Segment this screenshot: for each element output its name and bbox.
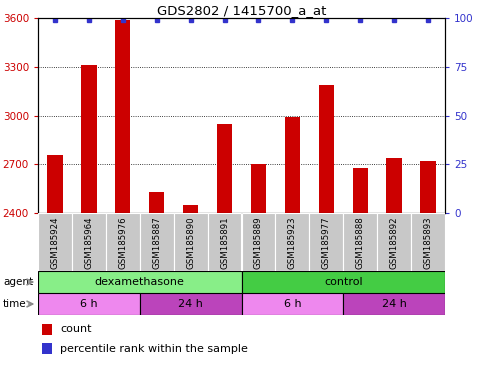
Bar xyxy=(217,124,232,384)
Text: 6 h: 6 h xyxy=(80,299,98,309)
Bar xyxy=(208,213,242,271)
Bar xyxy=(38,213,72,271)
Bar xyxy=(106,213,140,271)
Text: GSM185924: GSM185924 xyxy=(50,217,59,269)
Bar xyxy=(42,343,52,354)
Bar xyxy=(38,293,140,315)
Bar xyxy=(115,20,130,384)
Bar xyxy=(275,213,309,271)
Bar xyxy=(242,213,275,271)
Bar xyxy=(174,213,208,271)
Text: GSM185887: GSM185887 xyxy=(152,217,161,269)
Text: count: count xyxy=(60,324,92,334)
Bar xyxy=(420,161,436,384)
Text: GSM185890: GSM185890 xyxy=(186,217,195,269)
Text: GSM185888: GSM185888 xyxy=(355,217,365,269)
Text: dexamethasone: dexamethasone xyxy=(95,277,185,287)
Text: percentile rank within the sample: percentile rank within the sample xyxy=(60,344,248,354)
Bar xyxy=(140,213,174,271)
Bar xyxy=(242,271,445,293)
Bar xyxy=(343,213,377,271)
Bar xyxy=(377,213,411,271)
Bar xyxy=(242,293,343,315)
Text: time: time xyxy=(3,299,27,309)
Bar xyxy=(42,324,52,335)
Bar xyxy=(72,213,106,271)
Text: control: control xyxy=(324,277,363,287)
Bar xyxy=(285,117,300,384)
Bar xyxy=(319,84,334,384)
Text: GSM185893: GSM185893 xyxy=(424,217,433,269)
Bar xyxy=(47,154,63,384)
Text: GSM185892: GSM185892 xyxy=(390,217,398,269)
Bar xyxy=(38,271,242,293)
Text: agent: agent xyxy=(3,276,33,286)
Text: 6 h: 6 h xyxy=(284,299,301,309)
Text: 24 h: 24 h xyxy=(382,299,407,309)
Bar xyxy=(386,158,402,384)
Text: GSM185889: GSM185889 xyxy=(254,217,263,269)
Bar xyxy=(343,293,445,315)
Text: 24 h: 24 h xyxy=(178,299,203,309)
Text: GSM185923: GSM185923 xyxy=(288,217,297,269)
Bar xyxy=(183,205,198,384)
Bar xyxy=(140,293,242,315)
Text: GSM185891: GSM185891 xyxy=(220,217,229,269)
Text: GSM185977: GSM185977 xyxy=(322,217,331,269)
Title: GDS2802 / 1415700_a_at: GDS2802 / 1415700_a_at xyxy=(157,4,326,17)
Bar xyxy=(411,213,445,271)
Bar xyxy=(149,192,164,384)
Bar xyxy=(353,167,368,384)
Text: GSM185964: GSM185964 xyxy=(85,217,93,269)
Text: GSM185976: GSM185976 xyxy=(118,217,128,269)
Bar xyxy=(251,164,266,384)
Bar xyxy=(309,213,343,271)
Bar xyxy=(81,65,97,384)
